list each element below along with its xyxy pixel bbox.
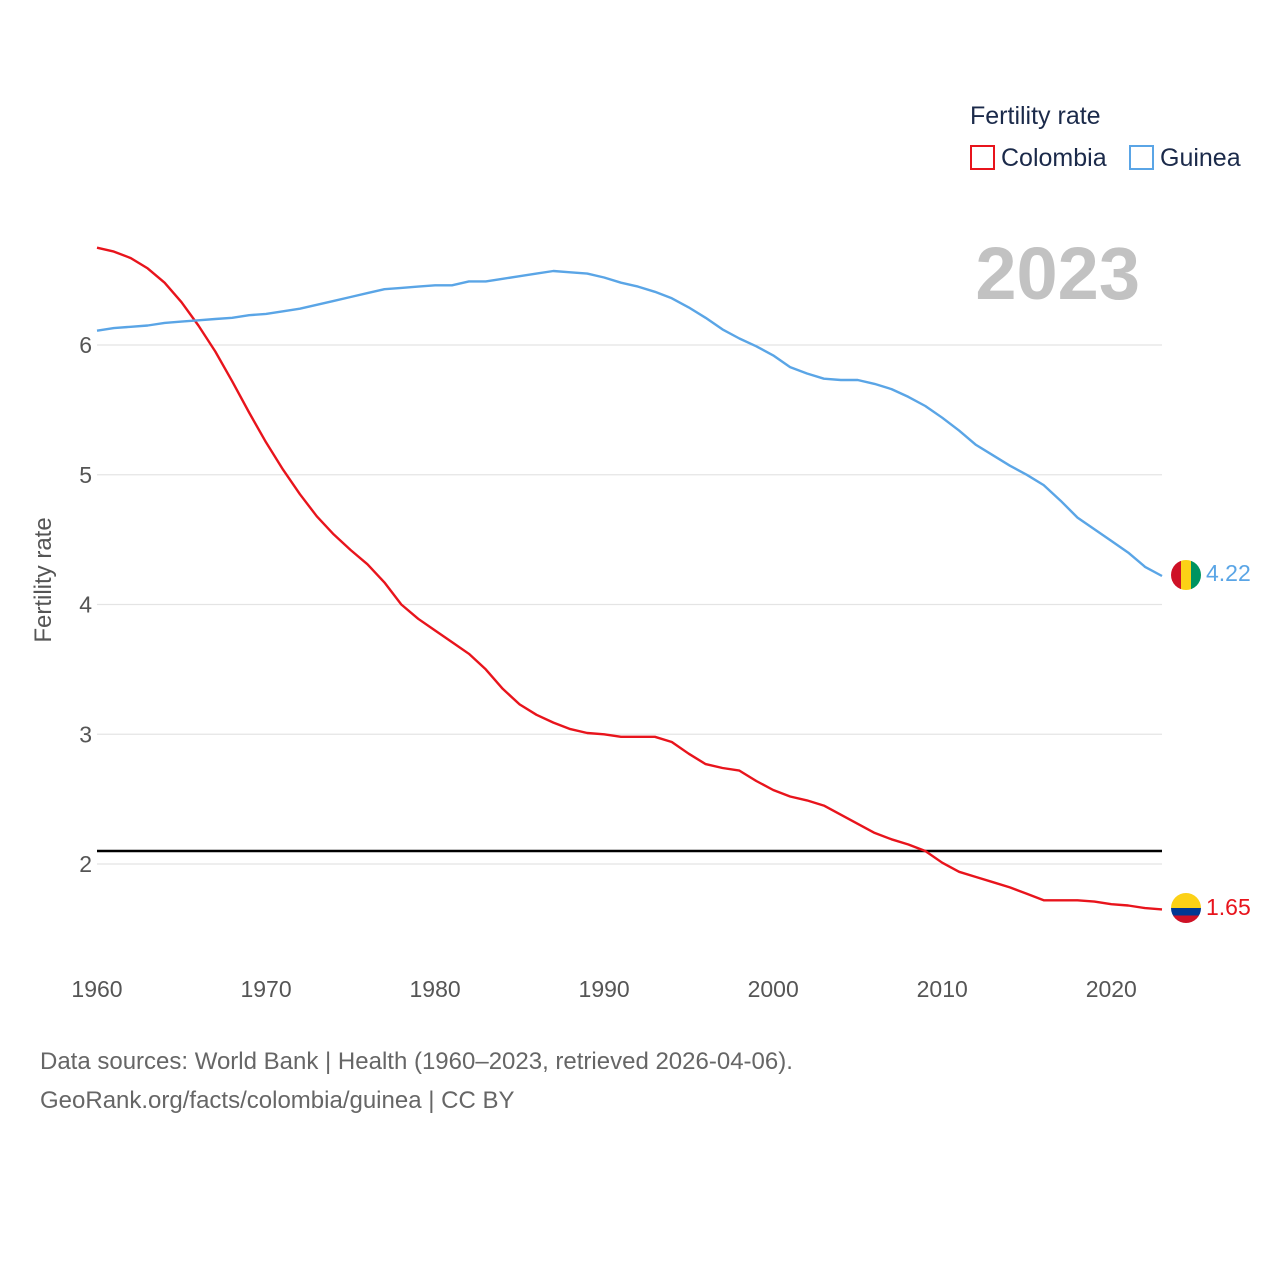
x-tick-label-1980: 1980: [410, 976, 461, 1002]
x-tick-label-1990: 1990: [579, 976, 630, 1002]
x-axis-ticks: 1960 1970 1980 1990 2000 2010 2020: [71, 976, 1136, 1002]
source-line: Data sources: World Bank | Health (1960–…: [40, 1048, 793, 1075]
colombia-flag-icon: [1171, 893, 1201, 923]
x-tick-label-2010: 2010: [917, 976, 968, 1002]
legend-item-colombia[interactable]: Colombia: [970, 144, 1107, 172]
end-label-guinea: 4.22: [1206, 560, 1251, 586]
y-tick-label-3: 3: [79, 721, 92, 747]
gridlines: [97, 344, 1162, 865]
series-line-guinea[interactable]: [96, 269, 1163, 578]
source-footer: Data sources: World Bank | Health (1960–…: [40, 1042, 793, 1120]
y-axis-label: Fertility rate: [30, 517, 57, 642]
end-label-colombia: 1.65: [1206, 894, 1251, 920]
guinea-flag-icon: [1171, 560, 1201, 590]
y-tick-label-4: 4: [79, 592, 92, 618]
legend-swatch-colombia: [970, 145, 995, 170]
x-tick-label-1960: 1960: [71, 976, 122, 1002]
legend-label-guinea: Guinea: [1160, 144, 1241, 172]
attribution-link[interactable]: GeoRank.org/facts/colombia/guinea | CC B…: [40, 1087, 515, 1114]
legend-label-colombia: Colombia: [1001, 144, 1107, 172]
x-tick-label-2000: 2000: [748, 976, 799, 1002]
y-axis-ticks: 2 3 4 5 6: [79, 332, 92, 877]
y-tick-label-5: 5: [79, 462, 92, 488]
legend-swatch-guinea: [1129, 145, 1154, 170]
y-tick-label-6: 6: [79, 332, 92, 358]
x-tick-label-2020: 2020: [1086, 976, 1137, 1002]
legend: Fertility rate Colombia Guinea: [970, 102, 1241, 172]
y-tick-label-2: 2: [79, 851, 92, 877]
series-line-colombia[interactable]: [96, 246, 1163, 911]
year-display: 2023: [975, 232, 1140, 315]
series-lines: [96, 246, 1163, 911]
legend-title: Fertility rate: [970, 102, 1101, 130]
x-tick-label-1970: 1970: [240, 976, 291, 1002]
legend-item-guinea[interactable]: Guinea: [1129, 144, 1241, 172]
